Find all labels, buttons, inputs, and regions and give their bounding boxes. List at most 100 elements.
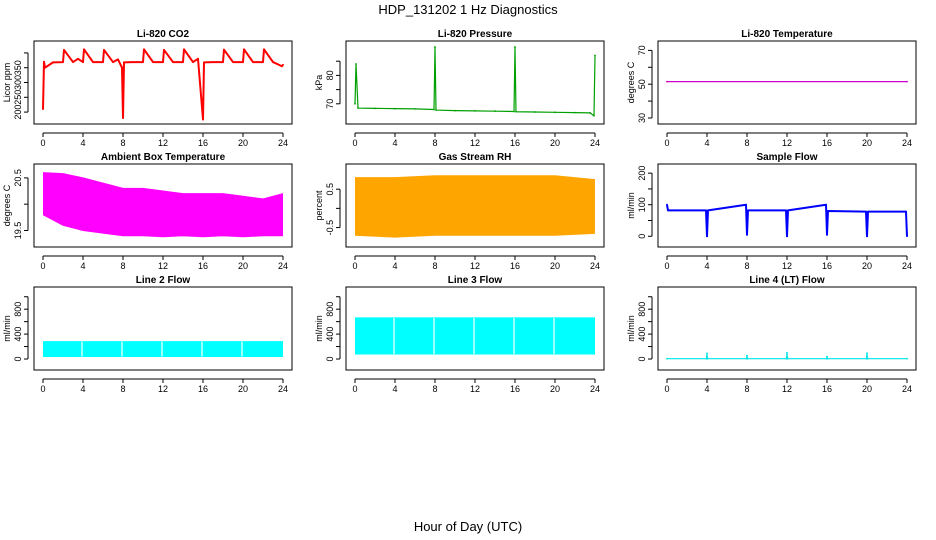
- data-band: [355, 175, 595, 238]
- x-tick-label: 24: [590, 261, 600, 271]
- data-band: [43, 172, 283, 238]
- chart-panel-co2: Li-820 CO2 Licor ppm 0 4 8 12 16 20 24 2002503003…: [2, 29, 293, 148]
- data-point: [83, 48, 85, 51]
- x-tick-label: 4: [392, 261, 397, 271]
- x-tick-label: 20: [238, 138, 248, 148]
- data-point: [182, 61, 184, 63]
- data-point: [786, 351, 788, 354]
- y-tick-label: 300: [13, 75, 23, 90]
- x-tick-label: 12: [782, 261, 792, 271]
- chart-panel-sampleflow: Sample Flow ml/min 0 4 8 12 16 20 24 0 100 200: [626, 152, 917, 271]
- plot-frame: [345, 40, 605, 125]
- data-point: [706, 357, 709, 360]
- y-tick-label: 400: [325, 327, 335, 342]
- x-tick-label: 0: [40, 261, 45, 271]
- x-tick-label: 24: [278, 384, 288, 394]
- data-point: [746, 233, 748, 236]
- data-point: [746, 354, 748, 357]
- data-point: [162, 61, 164, 63]
- data-point: [746, 357, 749, 360]
- y-tick-label: 800: [13, 302, 23, 317]
- x-tick-label: 20: [238, 384, 248, 394]
- plot-frame: [345, 286, 605, 371]
- x-tick-label: 8: [120, 138, 125, 148]
- data-point: [433, 108, 435, 111]
- plot-frame: [657, 163, 917, 248]
- y-tick-label: 0: [13, 357, 23, 362]
- data-point: [906, 357, 908, 360]
- data-point: [747, 209, 749, 212]
- x-tick-label: 20: [550, 261, 560, 271]
- y-tick-label: 80: [325, 70, 335, 80]
- data-point: [513, 110, 515, 113]
- x-tick-label: 16: [510, 261, 520, 271]
- plot-frame: [657, 286, 917, 371]
- data-point: [707, 209, 709, 212]
- x-tick-label: 4: [80, 138, 85, 148]
- x-tick-label: 24: [902, 384, 912, 394]
- chart-panel-line2: Line 2 Flow ml/min 0 4 8 12 16 20 24 0 400 800: [2, 275, 293, 394]
- data-point: [594, 54, 596, 57]
- data-point: [666, 357, 668, 360]
- x-tick-label: 16: [510, 384, 520, 394]
- y-tick-label: 800: [325, 302, 335, 317]
- y-tick-label: 400: [13, 327, 23, 342]
- x-tick-label: 20: [862, 261, 872, 271]
- data-point: [143, 48, 145, 51]
- x-tick-label: 20: [550, 384, 560, 394]
- data-point: [666, 203, 668, 206]
- data-point: [554, 111, 556, 114]
- x-tick-label: 16: [198, 384, 208, 394]
- x-tick-label: 12: [470, 138, 480, 148]
- data-point: [282, 63, 284, 66]
- x-tick-label: 12: [158, 261, 168, 271]
- x-tick-label: 16: [198, 261, 208, 271]
- y-tick-label: 400: [637, 327, 647, 342]
- x-tick-label: 16: [822, 384, 832, 394]
- data-point: [435, 109, 437, 111]
- data-point: [826, 355, 828, 358]
- y-tick-label: 200: [637, 166, 647, 181]
- data-series: [666, 203, 908, 238]
- data-point: [827, 210, 829, 212]
- data-point: [787, 209, 789, 212]
- data-point: [281, 65, 283, 68]
- data-point: [172, 61, 174, 63]
- x-tick-label: 24: [278, 261, 288, 271]
- data-point: [785, 209, 787, 212]
- data-point: [262, 61, 264, 63]
- x-tick-label: 4: [704, 261, 709, 271]
- x-tick-label: 12: [470, 384, 480, 394]
- x-tick-label: 4: [704, 138, 709, 148]
- panel-title: Gas Stream RH: [439, 152, 512, 163]
- x-tick-label: 0: [40, 138, 45, 148]
- data-point: [272, 61, 274, 63]
- data-point: [44, 66, 46, 69]
- data-point: [825, 203, 827, 206]
- data-point: [132, 61, 134, 63]
- data-point: [514, 46, 516, 48]
- data-band: [355, 317, 595, 355]
- y-tick-label: 19.5: [13, 222, 23, 240]
- y-axis-label: degrees C: [626, 61, 636, 103]
- data-point: [374, 107, 376, 110]
- data-point: [263, 48, 265, 51]
- data-point: [197, 57, 199, 60]
- data-point: [152, 61, 154, 63]
- data-point: [117, 58, 119, 61]
- x-tick-label: 4: [80, 384, 85, 394]
- x-tick-label: 0: [352, 261, 357, 271]
- data-point: [42, 108, 44, 111]
- x-tick-label: 16: [822, 138, 832, 148]
- data-point: [826, 357, 829, 360]
- x-tick-label: 8: [120, 384, 125, 394]
- data-point: [223, 48, 225, 51]
- data-point: [77, 57, 79, 60]
- y-tick-label: 0.5: [325, 183, 335, 196]
- plot-frame: [33, 286, 293, 371]
- data-point: [666, 80, 668, 83]
- y-tick-label: 200: [13, 105, 23, 120]
- x-tick-label: 0: [352, 384, 357, 394]
- x-tick-label: 0: [40, 384, 45, 394]
